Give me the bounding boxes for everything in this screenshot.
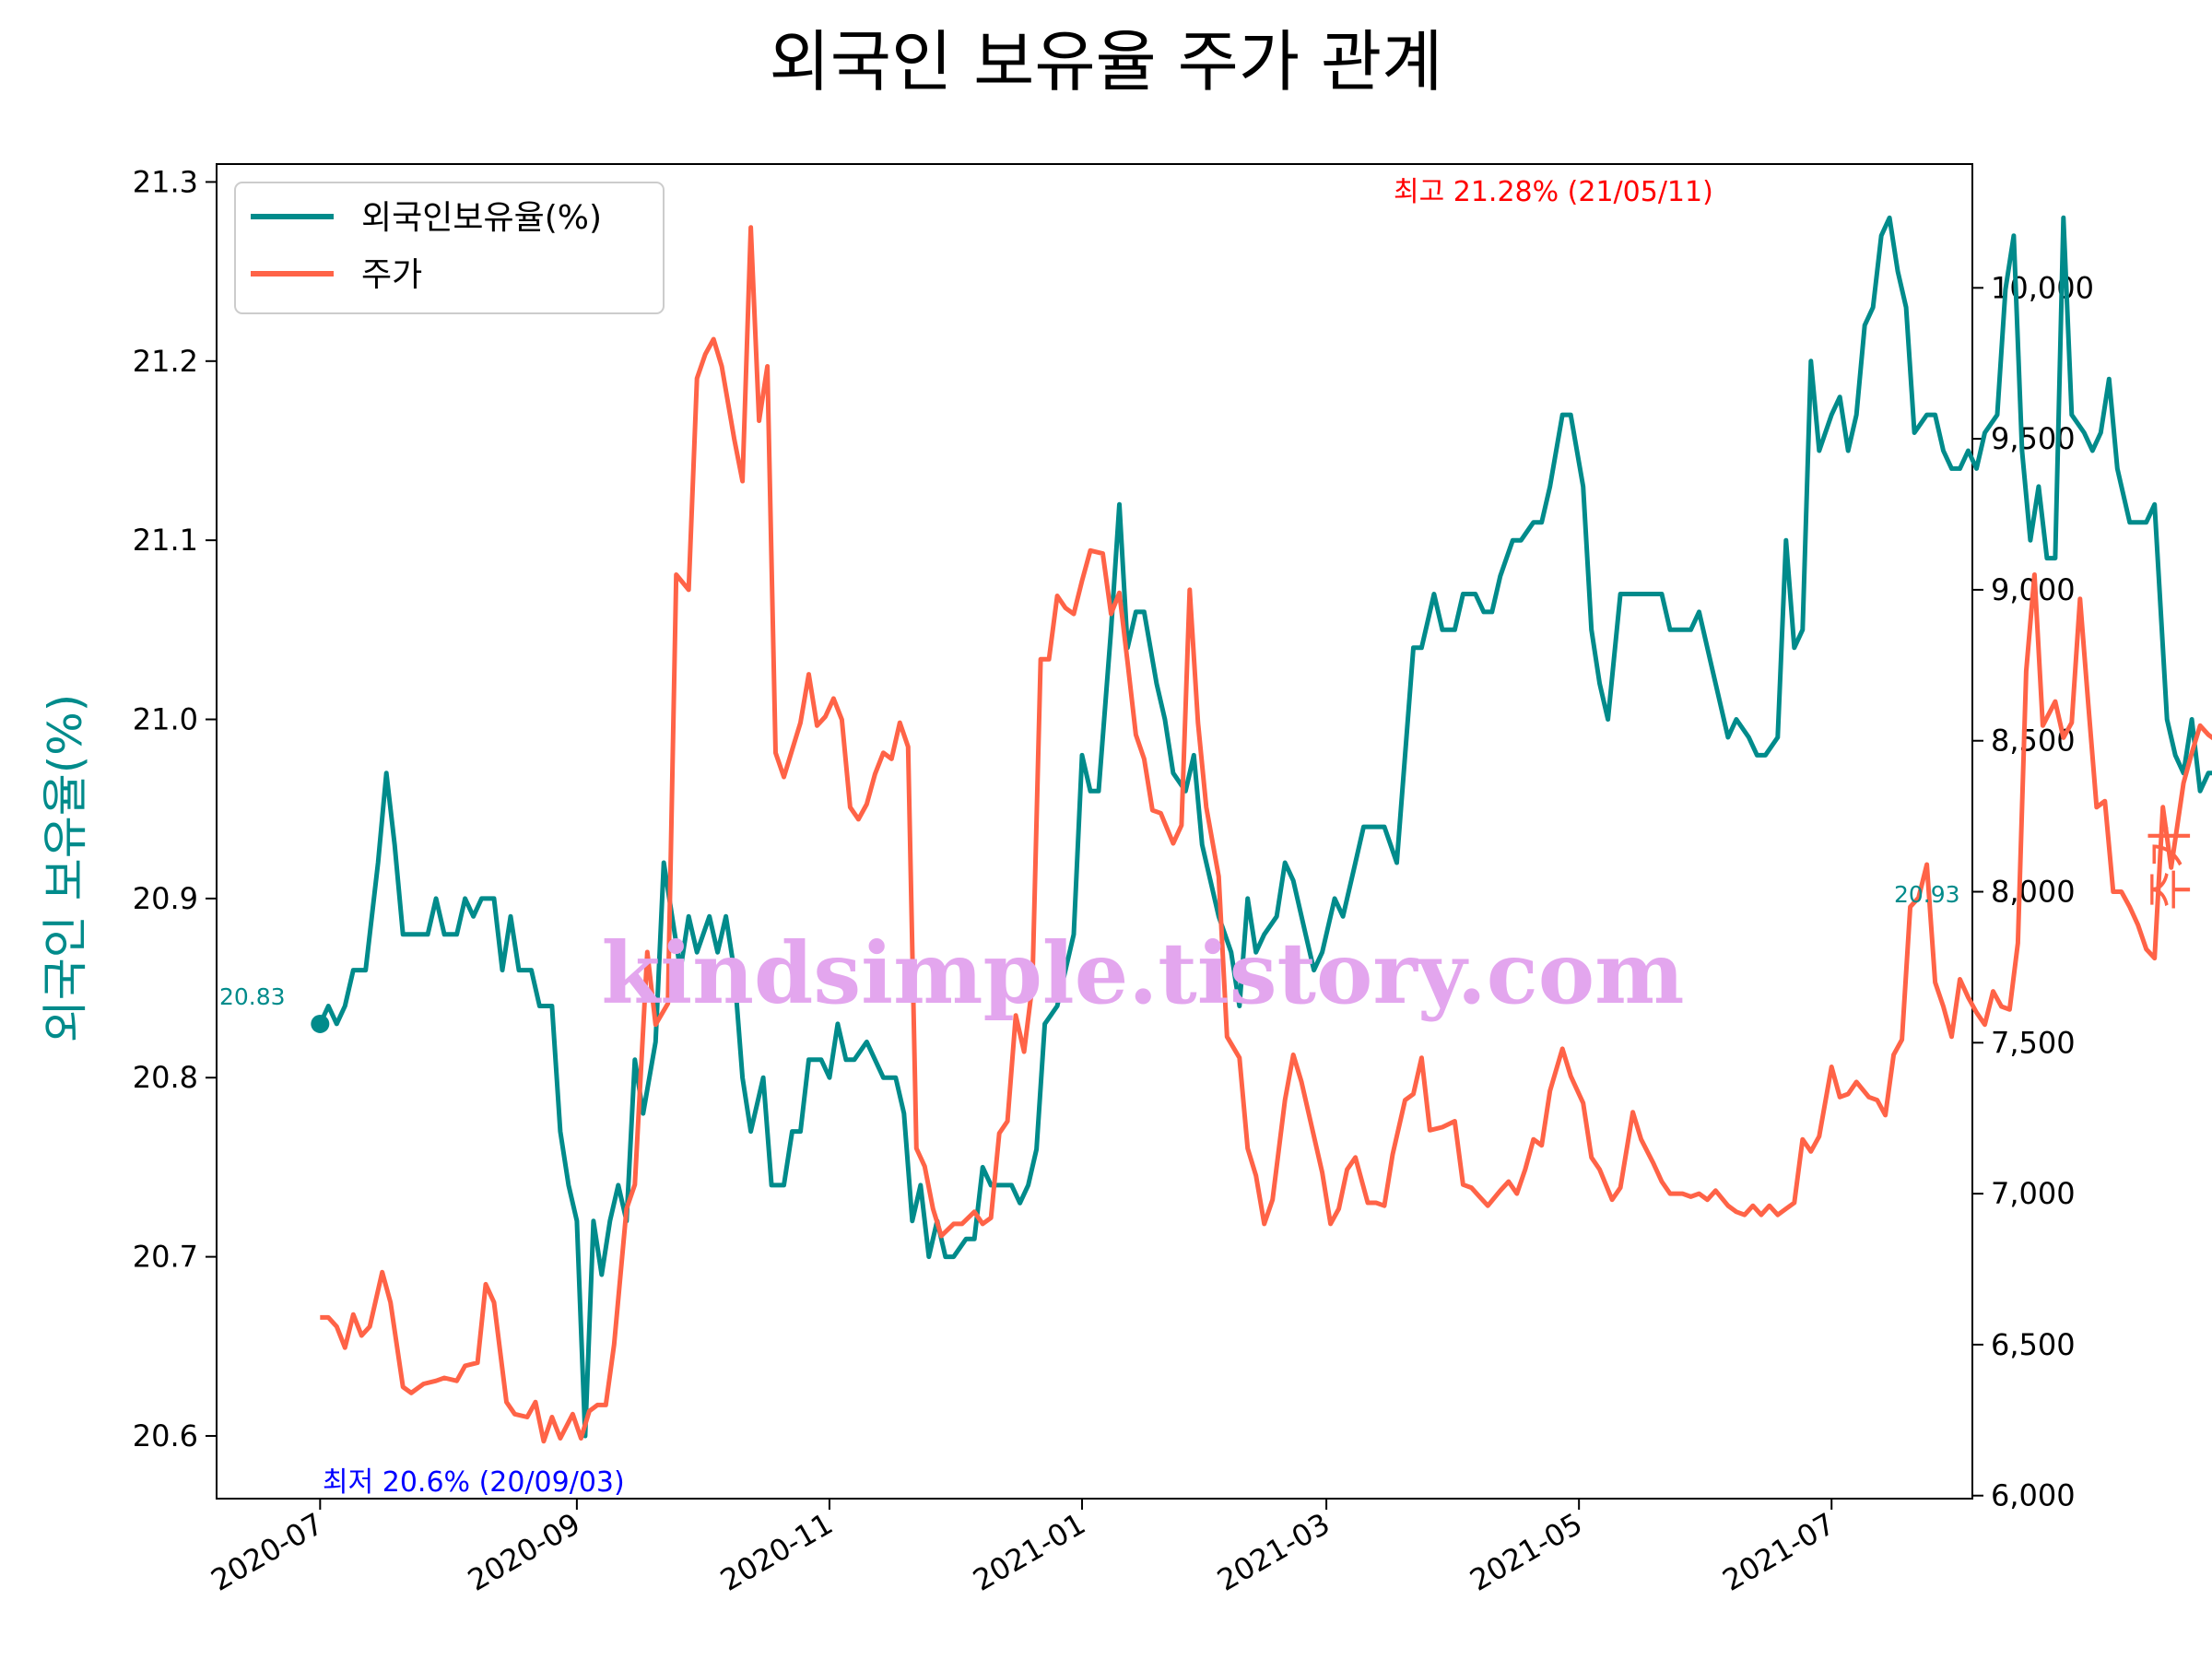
right-tick-label: 7,000 xyxy=(1991,1176,2076,1211)
x-tick-label: 2021-07 xyxy=(1716,1506,1841,1598)
watermark-text: kindsimple.tistory.com xyxy=(601,924,1684,1023)
max-annotation: 최고 21.28% (21/05/11) xyxy=(1394,176,1713,208)
right-tick-label: 6,500 xyxy=(1991,1327,2076,1362)
chart-title: 외국인 보유율 주가 관계 xyxy=(769,23,1442,100)
legend-label-foreign: 외국인보유율(%) xyxy=(361,199,602,237)
plot-frame xyxy=(216,163,1973,1500)
right-tick-label: 7,500 xyxy=(1991,1025,2076,1060)
series-line-price xyxy=(320,225,2212,1444)
x-tick-label: 2021-03 xyxy=(1211,1506,1335,1598)
left-tick-label: 21.2 xyxy=(133,344,198,379)
x-tick-label: 2020-11 xyxy=(714,1506,839,1598)
left-tick-label: 20.8 xyxy=(133,1060,198,1095)
series-line-foreign-ownership xyxy=(318,215,2212,1439)
right-tick-label: 9,500 xyxy=(1991,421,2076,456)
x-tick-label: 2021-01 xyxy=(967,1506,1091,1598)
left-axis-label: 외국인 보유율(%) xyxy=(39,694,92,1042)
left-tick-label: 21.3 xyxy=(133,164,198,199)
legend-label-price: 주가 xyxy=(361,256,422,294)
end-value-annotation: 20.93 xyxy=(1894,881,1960,908)
left-tick-label: 20.9 xyxy=(133,881,198,916)
start-value-annotation: 20.83 xyxy=(219,983,286,1010)
left-tick-label: 20.7 xyxy=(133,1240,198,1275)
x-tick-label: 2020-09 xyxy=(462,1506,586,1598)
x-tick-label: 2021-05 xyxy=(1464,1506,1588,1598)
series-layer xyxy=(311,215,2212,1444)
left-tick-label: 21.0 xyxy=(133,702,198,737)
right-tick-label: 6,000 xyxy=(1991,1478,2076,1513)
legend: 외국인보유율(%) 주가 xyxy=(234,182,665,314)
left-tick-label: 21.1 xyxy=(133,523,198,558)
x-tick-label: 2020-07 xyxy=(206,1506,330,1598)
min-annotation: 최저 20.6% (20/09/03) xyxy=(323,1466,625,1499)
right-axis-label: 주가 xyxy=(2144,826,2197,911)
right-tick-label: 8,000 xyxy=(1991,875,2076,910)
legend-box xyxy=(234,182,665,314)
start-point-marker xyxy=(311,1014,330,1033)
left-tick-label: 20.6 xyxy=(133,1418,198,1453)
